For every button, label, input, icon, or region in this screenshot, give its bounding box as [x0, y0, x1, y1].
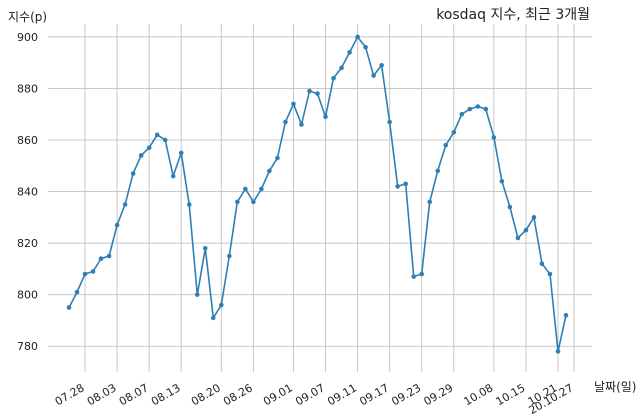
- data-point: [106, 253, 112, 259]
- chart-title: kosdaq 지수, 최근 3개월: [436, 7, 590, 23]
- data-point: [243, 186, 248, 192]
- x-axis-label: 날짜(일): [594, 380, 636, 394]
- data-point: [475, 104, 481, 109]
- y-tick-label: 780: [17, 340, 38, 353]
- data-point: [555, 349, 561, 354]
- data-point: [347, 50, 352, 55]
- x-tick-label: 09.23: [389, 381, 423, 408]
- x-tick-label: 08.07: [117, 381, 151, 408]
- data-point: [411, 274, 416, 279]
- data-point: [363, 44, 368, 50]
- data-point: [523, 227, 529, 233]
- data-point: [219, 302, 224, 308]
- x-tick-label: 10.08: [462, 381, 496, 408]
- y-tick-label: 800: [17, 289, 38, 302]
- data-point: [459, 111, 465, 117]
- data-point: [491, 135, 497, 140]
- grid: [48, 24, 592, 372]
- x-tick-label: 09.17: [357, 381, 391, 408]
- data-point: [235, 199, 240, 205]
- data-point: [315, 91, 320, 96]
- data-point: [395, 184, 400, 189]
- x-tick-label: 09.07: [293, 381, 327, 408]
- data-point: [451, 129, 457, 135]
- data-point: [331, 75, 336, 81]
- data-point: [483, 106, 489, 112]
- data-point: [339, 65, 344, 71]
- y-tick-label: 840: [17, 186, 38, 199]
- series: [66, 34, 569, 354]
- data-point: [130, 171, 136, 176]
- y-axis-ticks: 780 800 820 840 860 880 900: [17, 31, 38, 353]
- x-tick-label: 09.01: [261, 381, 295, 408]
- data-point: [210, 315, 216, 321]
- data-point: [162, 137, 168, 143]
- data-point: [194, 292, 200, 297]
- data-point: [531, 215, 537, 220]
- x-tick-label: 08.03: [85, 381, 119, 408]
- data-point: [251, 199, 256, 205]
- x-tick-label: 10.15: [494, 381, 528, 408]
- data-point: [98, 256, 104, 261]
- data-point: [138, 153, 144, 158]
- x-tick-label: 09.11: [325, 381, 359, 408]
- data-point: [539, 261, 545, 267]
- data-point: [202, 245, 208, 251]
- data-point: [170, 173, 176, 179]
- series-line: [68, 35, 567, 352]
- data-point: [427, 199, 433, 205]
- data-point: [267, 168, 272, 174]
- data-point: [355, 34, 360, 40]
- data-point: [114, 222, 120, 228]
- x-tick-label: 08.13: [149, 381, 183, 408]
- data-point: [507, 204, 513, 210]
- data-point: [419, 271, 425, 277]
- data-point: [146, 145, 152, 151]
- data-point: [186, 202, 192, 207]
- y-tick-label: 860: [17, 134, 38, 147]
- data-point: [563, 312, 569, 318]
- data-point: [74, 289, 80, 295]
- data-point: [307, 88, 312, 94]
- x-tick-label: 08.20: [189, 381, 223, 408]
- data-point: [443, 142, 449, 148]
- data-point: [227, 253, 232, 259]
- data-point: [547, 271, 553, 277]
- y-tick-label: 900: [17, 31, 38, 44]
- x-tick-label: 07.28: [53, 381, 87, 408]
- data-point: [403, 181, 408, 187]
- data-point: [178, 150, 184, 156]
- data-point: [154, 132, 160, 138]
- y-axis-label: 지수(p): [8, 10, 47, 24]
- y-tick-label: 880: [17, 82, 38, 95]
- data-point: [90, 269, 96, 274]
- data-point: [515, 235, 521, 241]
- x-tick-label: 09.29: [421, 381, 455, 408]
- data-point: [299, 122, 304, 127]
- y-tick-label: 820: [17, 237, 38, 250]
- data-point: [291, 101, 296, 107]
- data-point: [323, 114, 328, 120]
- data-point: [66, 305, 72, 310]
- data-point: [467, 106, 473, 112]
- data-point: [82, 271, 88, 277]
- x-tick-label: 08.26: [221, 381, 255, 408]
- data-point: [371, 73, 376, 78]
- data-point: [379, 62, 384, 68]
- data-point: [275, 155, 280, 161]
- data-point: [387, 119, 392, 125]
- data-point: [499, 178, 505, 184]
- data-point: [122, 202, 128, 207]
- data-point: [283, 119, 288, 125]
- data-point: [435, 168, 441, 174]
- data-point: [259, 186, 264, 192]
